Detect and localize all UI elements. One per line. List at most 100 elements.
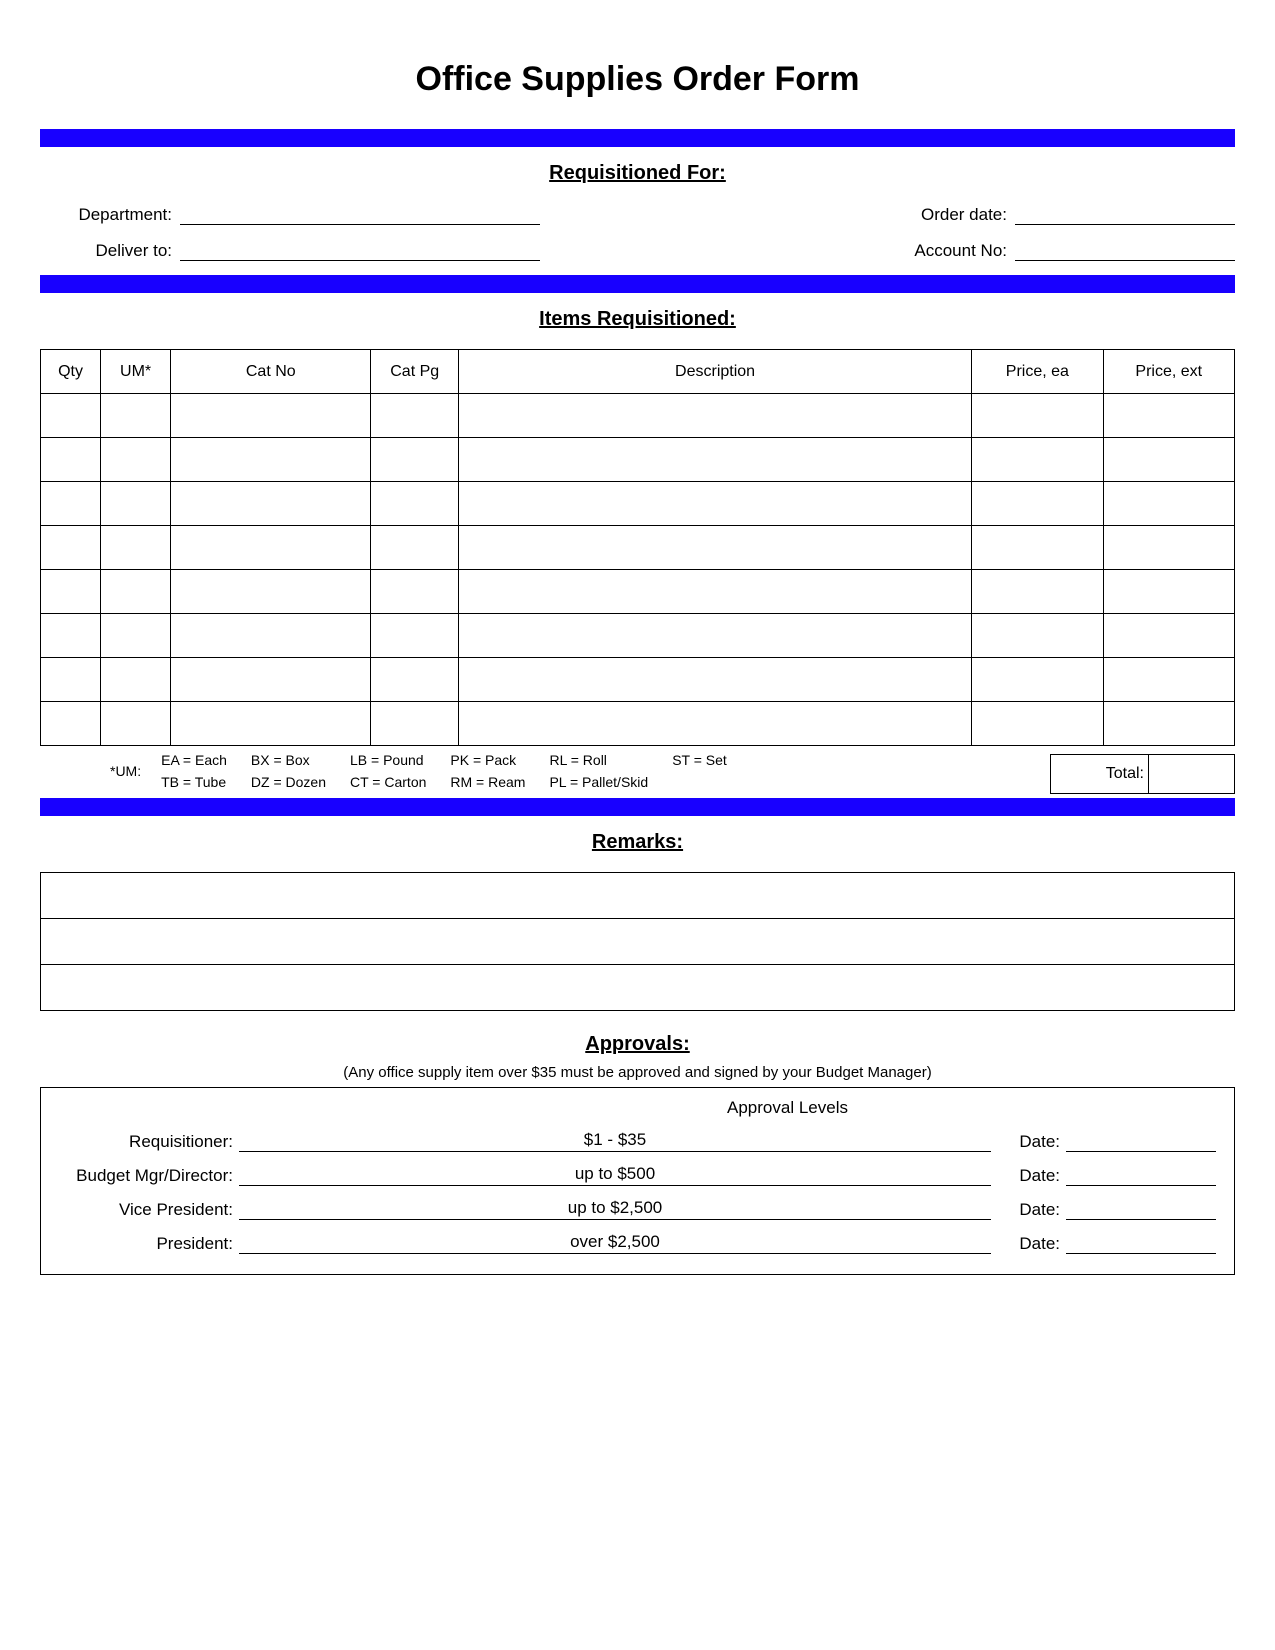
table-cell[interactable] bbox=[1103, 702, 1234, 746]
table-cell[interactable] bbox=[41, 526, 101, 570]
approval-row: Budget Mgr/Director:up to $500Date: bbox=[59, 1164, 1216, 1186]
table-cell[interactable] bbox=[972, 482, 1103, 526]
table-cell[interactable] bbox=[459, 438, 972, 482]
table-cell[interactable] bbox=[459, 614, 972, 658]
table-cell[interactable] bbox=[171, 570, 371, 614]
table-cell[interactable] bbox=[101, 658, 171, 702]
table-cell[interactable] bbox=[972, 526, 1103, 570]
remarks-row[interactable] bbox=[41, 965, 1235, 1011]
table-cell[interactable] bbox=[371, 658, 459, 702]
table-cell[interactable] bbox=[171, 702, 371, 746]
approval-role-label: Requisitioner: bbox=[59, 1132, 239, 1152]
table-cell[interactable] bbox=[459, 482, 972, 526]
approval-date-field[interactable] bbox=[1066, 1198, 1216, 1220]
table-cell[interactable] bbox=[41, 614, 101, 658]
approval-row: Requisitioner:$1 - $35Date: bbox=[59, 1130, 1216, 1152]
um-code: RM = Ream bbox=[450, 774, 525, 790]
department-field[interactable] bbox=[180, 203, 540, 225]
table-cell[interactable] bbox=[371, 526, 459, 570]
table-cell[interactable] bbox=[1103, 570, 1234, 614]
approval-signature-field[interactable]: $1 - $35 bbox=[239, 1130, 991, 1152]
um-code: PK = Pack bbox=[450, 752, 525, 768]
table-cell[interactable] bbox=[459, 702, 972, 746]
table-cell[interactable] bbox=[101, 394, 171, 438]
approval-date-label: Date: bbox=[991, 1166, 1066, 1186]
items-column-header: Description bbox=[459, 350, 972, 394]
remarks-row[interactable] bbox=[41, 919, 1235, 965]
approval-signature-field[interactable]: over $2,500 bbox=[239, 1232, 991, 1254]
remarks-table bbox=[40, 872, 1235, 1011]
account-no-field[interactable] bbox=[1015, 239, 1235, 261]
table-cell[interactable] bbox=[972, 394, 1103, 438]
table-cell[interactable] bbox=[101, 438, 171, 482]
table-row bbox=[41, 394, 1235, 438]
table-cell[interactable] bbox=[371, 394, 459, 438]
approval-row: Vice President:up to $2,500Date: bbox=[59, 1198, 1216, 1220]
table-cell[interactable] bbox=[371, 482, 459, 526]
requisitioned-for-heading: Requisitioned For: bbox=[40, 162, 1235, 185]
um-label: *UM: bbox=[40, 763, 161, 779]
items-column-header: Price, ext bbox=[1103, 350, 1234, 394]
table-cell[interactable] bbox=[171, 658, 371, 702]
table-cell[interactable] bbox=[459, 526, 972, 570]
table-cell[interactable] bbox=[171, 394, 371, 438]
items-table: QtyUM*Cat NoCat PgDescriptionPrice, eaPr… bbox=[40, 349, 1235, 746]
table-row bbox=[41, 658, 1235, 702]
deliver-to-field[interactable] bbox=[180, 239, 540, 261]
table-cell[interactable] bbox=[41, 570, 101, 614]
table-cell[interactable] bbox=[41, 658, 101, 702]
approval-date-field[interactable] bbox=[1066, 1130, 1216, 1152]
table-cell[interactable] bbox=[101, 526, 171, 570]
um-code: EA = Each bbox=[161, 752, 227, 768]
approval-signature-field[interactable]: up to $500 bbox=[239, 1164, 991, 1186]
table-cell[interactable] bbox=[171, 482, 371, 526]
table-cell[interactable] bbox=[101, 570, 171, 614]
table-row bbox=[41, 526, 1235, 570]
table-cell[interactable] bbox=[972, 570, 1103, 614]
total-value[interactable] bbox=[1149, 755, 1234, 793]
table-cell[interactable] bbox=[371, 570, 459, 614]
table-cell[interactable] bbox=[1103, 526, 1234, 570]
table-cell[interactable] bbox=[972, 702, 1103, 746]
table-cell[interactable] bbox=[371, 614, 459, 658]
table-cell[interactable] bbox=[41, 702, 101, 746]
approval-date-field[interactable] bbox=[1066, 1164, 1216, 1186]
table-cell[interactable] bbox=[459, 394, 972, 438]
table-row bbox=[41, 614, 1235, 658]
approval-date-field[interactable] bbox=[1066, 1232, 1216, 1254]
table-cell[interactable] bbox=[972, 614, 1103, 658]
table-cell[interactable] bbox=[101, 614, 171, 658]
page-title: Office Supplies Order Form bbox=[40, 60, 1235, 99]
um-code: DZ = Dozen bbox=[251, 774, 326, 790]
table-cell[interactable] bbox=[101, 702, 171, 746]
table-cell[interactable] bbox=[1103, 658, 1234, 702]
table-cell[interactable] bbox=[972, 658, 1103, 702]
um-legend: *UM: EA = EachBX = BoxLB = PoundPK = Pac… bbox=[40, 752, 727, 790]
table-cell[interactable] bbox=[371, 702, 459, 746]
total-label: Total: bbox=[1051, 755, 1149, 793]
table-cell[interactable] bbox=[101, 482, 171, 526]
table-row bbox=[41, 438, 1235, 482]
table-cell[interactable] bbox=[171, 614, 371, 658]
approvals-heading: Approvals: bbox=[40, 1033, 1235, 1056]
table-cell[interactable] bbox=[371, 438, 459, 482]
table-cell[interactable] bbox=[459, 570, 972, 614]
remarks-row[interactable] bbox=[41, 873, 1235, 919]
table-cell[interactable] bbox=[972, 438, 1103, 482]
table-cell[interactable] bbox=[171, 438, 371, 482]
table-cell[interactable] bbox=[171, 526, 371, 570]
table-cell[interactable] bbox=[1103, 394, 1234, 438]
approval-row: President:over $2,500Date: bbox=[59, 1232, 1216, 1254]
table-cell[interactable] bbox=[459, 658, 972, 702]
order-date-field[interactable] bbox=[1015, 203, 1235, 225]
approval-role-label: President: bbox=[59, 1234, 239, 1254]
table-cell[interactable] bbox=[1103, 438, 1234, 482]
approval-signature-field[interactable]: up to $2,500 bbox=[239, 1198, 991, 1220]
table-cell[interactable] bbox=[41, 394, 101, 438]
approval-date-label: Date: bbox=[991, 1132, 1066, 1152]
table-cell[interactable] bbox=[1103, 614, 1234, 658]
table-cell[interactable] bbox=[1103, 482, 1234, 526]
items-column-header: UM* bbox=[101, 350, 171, 394]
table-cell[interactable] bbox=[41, 482, 101, 526]
table-cell[interactable] bbox=[41, 438, 101, 482]
